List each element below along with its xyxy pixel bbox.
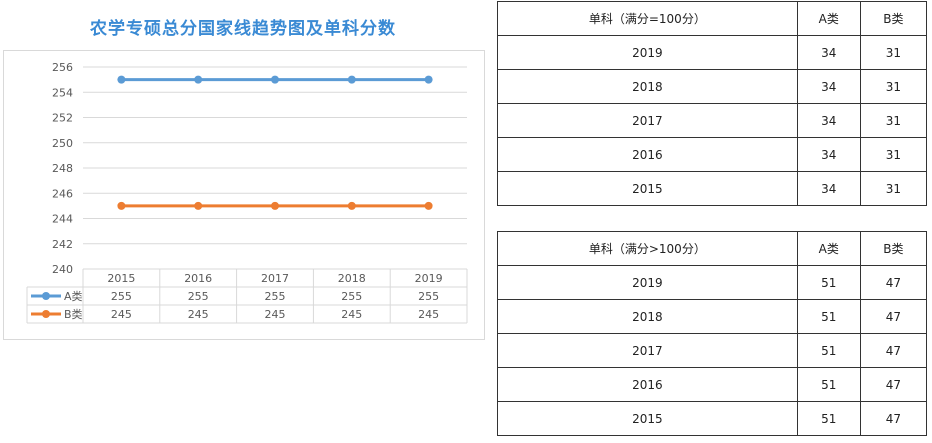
year-cell: 2018 [497,69,798,104]
y-tick-label: 246 [52,187,73,200]
b-class-cell: 47 [859,367,928,402]
a-class-cell: 34 [796,35,861,70]
table-row: 2019 51 47 [497,265,928,300]
table-header-row: 单科（满分>100分） A类 B类 [497,231,928,266]
b-class-header: B类 [859,1,928,36]
table-row: 2015 34 31 [497,171,928,206]
data-table-value: 255 [188,290,209,303]
a-class-cell: 51 [796,367,861,402]
subject-header: 单科（满分>100分） [497,231,798,266]
y-tick-label: 242 [52,238,73,251]
table-row: 2019 34 31 [497,35,928,70]
b-class-cell: 47 [859,299,928,334]
table-row: 2016 34 31 [497,137,928,172]
year-cell: 2015 [497,401,798,436]
data-point [194,201,203,210]
year-cell: 2016 [497,367,798,402]
x-tick-label: 2018 [338,272,366,285]
table-row: 2016 51 47 [497,367,928,402]
chart-title: 农学专硕总分国家线趋势图及单科分数 [90,19,396,39]
b-class-header: B类 [859,231,928,266]
data-point [424,75,433,84]
legend-marker-icon [42,292,50,300]
x-tick-label: 2019 [415,272,443,285]
y-tick-label: 244 [52,213,73,226]
b-class-cell: 47 [859,265,928,300]
table-row: 2018 34 31 [497,69,928,104]
table-row: 2015 51 47 [497,401,928,436]
a-class-cell: 51 [796,299,861,334]
single-subject-table-100: 单科（满分=100分） A类 B类 2019 34 31 2018 34 31 2017 34 31 2… [497,1,928,206]
y-tick-label: 254 [52,86,73,99]
data-point [424,201,433,210]
table-row: 2017 51 47 [497,333,928,368]
b-class-cell: 31 [859,171,928,206]
a-class-cell: 34 [796,137,861,172]
table-row: 2018 51 47 [497,299,928,334]
line-chart: 240 242 244 246 248 250 252 254 256 2015 2016 2017 2… [26,61,468,324]
y-tick-label: 250 [52,137,73,150]
b-class-cell: 31 [859,103,928,138]
data-point [117,201,126,210]
a-class-cell: 51 [796,333,861,368]
y-tick-label: 256 [52,61,73,74]
year-cell: 2019 [497,35,798,70]
b-class-cell: 31 [859,137,928,172]
data-point [347,75,356,84]
legend-label: B类 [64,307,83,321]
data-point [117,75,126,84]
a-class-header: A类 [796,231,861,266]
data-table-value: 255 [111,290,132,303]
chart-frame: 240 242 244 246 248 250 252 254 256 2015 2016 2017 2… [3,50,485,340]
data-table-value: 245 [341,308,362,321]
data-point [194,75,203,84]
a-class-header: A类 [796,1,861,36]
a-class-cell: 34 [796,171,861,206]
data-table-value: 255 [418,290,439,303]
year-cell: 2017 [497,103,798,138]
b-class-cell: 47 [859,401,928,436]
a-class-cell: 51 [796,265,861,300]
data-table-value: 245 [188,308,209,321]
subject-header: 单科（满分=100分） [497,1,798,36]
data-table-value: 245 [418,308,439,321]
data-table-value: 255 [341,290,362,303]
y-tick-label: 252 [52,112,73,125]
x-tick-label: 2015 [107,272,135,285]
table-row: 2017 34 31 [497,103,928,138]
a-class-cell: 34 [796,103,861,138]
year-cell: 2019 [497,265,798,300]
data-point [347,201,356,210]
a-class-cell: 34 [796,69,861,104]
x-tick-label: 2016 [184,272,212,285]
b-class-cell: 31 [859,35,928,70]
b-class-cell: 31 [859,69,928,104]
year-cell: 2018 [497,299,798,334]
data-point [271,75,279,84]
a-class-cell: 51 [796,401,861,436]
data-table-value: 245 [265,308,286,321]
year-cell: 2017 [497,333,798,368]
y-tick-label: 240 [52,263,73,276]
table-header-row: 单科（满分=100分） A类 B类 [497,1,928,36]
single-subject-table-over-100: 单科（满分>100分） A类 B类 2019 51 47 2018 51 47 2017 51 47 2… [497,231,928,436]
year-cell: 2016 [497,137,798,172]
x-tick-label: 2017 [261,272,289,285]
data-table-value: 245 [111,308,132,321]
data-table-value: 255 [265,290,286,303]
legend-label: A类 [64,289,83,303]
b-class-cell: 47 [859,333,928,368]
data-point [271,201,279,210]
year-cell: 2015 [497,171,798,206]
y-tick-label: 248 [52,162,73,175]
legend-marker-icon [42,310,50,318]
